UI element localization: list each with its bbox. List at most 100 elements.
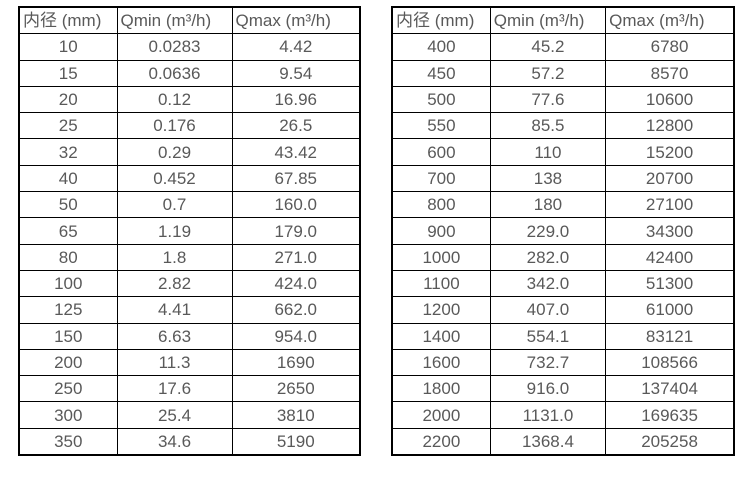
cell-qmax: 5190	[231, 427, 361, 456]
cell-qmin: 1.8	[116, 243, 233, 271]
header-inner-diameter: 内径 (mm)	[391, 6, 491, 35]
cell-qmin: 342.0	[489, 269, 607, 298]
cell-inner-diameter: 10	[18, 33, 118, 61]
header-row: 内径 (mm) Qmin (m³/h) Qmax (m³/h)	[391, 6, 735, 35]
cell-qmax: 83121	[605, 322, 735, 350]
cell-inner-diameter: 1100	[391, 269, 491, 298]
table-row: 250 17.6 2650	[18, 375, 361, 403]
cell-inner-diameter: 350	[18, 427, 118, 456]
cell-inner-diameter: 20	[18, 85, 118, 114]
cell-inner-diameter: 600	[391, 138, 491, 166]
table-row: 2200 1368.4 205258	[391, 427, 735, 456]
cell-inner-diameter: 1400	[391, 322, 491, 350]
table-row: 450 57.2 8570	[391, 59, 735, 87]
cell-qmax: 20700	[605, 164, 735, 193]
cell-inner-diameter: 15	[18, 59, 118, 87]
cell-qmax: 108566	[605, 348, 735, 377]
cell-qmin: 0.29	[116, 138, 233, 166]
table-row: 15 0.0636 9.54	[18, 59, 361, 87]
flow-table-small-diameters: 内径 (mm) Qmin (m³/h) Qmax (m³/h) 10 0.0283…	[18, 6, 361, 457]
cell-qmax: 205258	[605, 427, 735, 456]
cell-qmin: 34.6	[116, 427, 233, 456]
cell-qmax: 9.54	[231, 59, 361, 87]
cell-inner-diameter: 300	[18, 401, 118, 429]
header-qmin: Qmin (m³/h)	[116, 6, 233, 35]
table-row: 25 0.176 26.5	[18, 112, 361, 140]
cell-qmin: 4.41	[116, 296, 233, 324]
cell-inner-diameter: 1800	[391, 375, 491, 403]
cell-qmax: 12800	[605, 112, 735, 140]
table-row: 1200 407.0 61000	[391, 296, 735, 324]
cell-qmax: 3810	[231, 401, 361, 429]
cell-qmax: 424.0	[231, 269, 361, 298]
cell-qmax: 954.0	[231, 322, 361, 350]
table-row: 500 77.6 10600	[391, 85, 735, 114]
table-body: 400 45.2 6780 450 57.2 8570 500 77.6 10600 550 85.…	[391, 33, 735, 456]
cell-inner-diameter: 2200	[391, 427, 491, 456]
cell-inner-diameter: 150	[18, 322, 118, 350]
cell-inner-diameter: 2000	[391, 401, 491, 429]
cell-inner-diameter: 65	[18, 217, 118, 245]
cell-qmin: 45.2	[489, 33, 607, 61]
cell-inner-diameter: 1200	[391, 296, 491, 324]
flow-table-large-diameters: 内径 (mm) Qmin (m³/h) Qmax (m³/h) 400 45.2 6…	[391, 6, 735, 457]
cell-qmin: 17.6	[116, 375, 233, 403]
cell-qmin: 282.0	[489, 243, 607, 271]
cell-qmax: 27100	[605, 191, 735, 219]
cell-inner-diameter: 1000	[391, 243, 491, 271]
cell-qmin: 554.1	[489, 322, 607, 350]
header-row: 内径 (mm) Qmin (m³/h) Qmax (m³/h)	[18, 6, 361, 35]
table-row: 10 0.0283 4.42	[18, 33, 361, 61]
header-qmax: Qmax (m³/h)	[605, 6, 735, 35]
table-row: 20 0.12 16.96	[18, 85, 361, 114]
cell-qmin: 732.7	[489, 348, 607, 377]
cell-qmax: 137404	[605, 375, 735, 403]
header-qmin: Qmin (m³/h)	[489, 6, 607, 35]
cell-inner-diameter: 500	[391, 85, 491, 114]
cell-inner-diameter: 25	[18, 112, 118, 140]
cell-qmax: 2650	[231, 375, 361, 403]
cell-qmax: 662.0	[231, 296, 361, 324]
table-row: 65 1.19 179.0	[18, 217, 361, 245]
cell-qmax: 16.96	[231, 85, 361, 114]
cell-qmin: 85.5	[489, 112, 607, 140]
header-qmax: Qmax (m³/h)	[231, 6, 361, 35]
cell-qmin: 11.3	[116, 348, 233, 377]
table-row: 600 110 15200	[391, 138, 735, 166]
cell-qmin: 138	[489, 164, 607, 193]
cell-inner-diameter: 800	[391, 191, 491, 219]
table-row: 40 0.452 67.85	[18, 164, 361, 193]
cell-qmin: 0.12	[116, 85, 233, 114]
cell-inner-diameter: 200	[18, 348, 118, 377]
cell-inner-diameter: 125	[18, 296, 118, 324]
table-row: 1400 554.1 83121	[391, 322, 735, 350]
cell-inner-diameter: 550	[391, 112, 491, 140]
table-row: 150 6.63 954.0	[18, 322, 361, 350]
cell-qmax: 179.0	[231, 217, 361, 245]
table-row: 800 180 27100	[391, 191, 735, 219]
table-row: 1000 282.0 42400	[391, 243, 735, 271]
cell-qmax: 8570	[605, 59, 735, 87]
cell-qmin: 0.176	[116, 112, 233, 140]
cell-qmax: 4.42	[231, 33, 361, 61]
table-row: 700 138 20700	[391, 164, 735, 193]
cell-qmax: 6780	[605, 33, 735, 61]
table-row: 1600 732.7 108566	[391, 348, 735, 377]
cell-qmax: 26.5	[231, 112, 361, 140]
cell-inner-diameter: 700	[391, 164, 491, 193]
cell-inner-diameter: 900	[391, 217, 491, 245]
cell-inner-diameter: 40	[18, 164, 118, 193]
table-row: 200 11.3 1690	[18, 348, 361, 377]
cell-qmax: 61000	[605, 296, 735, 324]
cell-qmax: 271.0	[231, 243, 361, 271]
cell-qmax: 51300	[605, 269, 735, 298]
cell-qmin: 1.19	[116, 217, 233, 245]
table-row: 32 0.29 43.42	[18, 138, 361, 166]
cell-qmin: 407.0	[489, 296, 607, 324]
cell-inner-diameter: 32	[18, 138, 118, 166]
cell-qmin: 57.2	[489, 59, 607, 87]
table-row: 80 1.8 271.0	[18, 243, 361, 271]
cell-inner-diameter: 80	[18, 243, 118, 271]
table-row: 900 229.0 34300	[391, 217, 735, 245]
